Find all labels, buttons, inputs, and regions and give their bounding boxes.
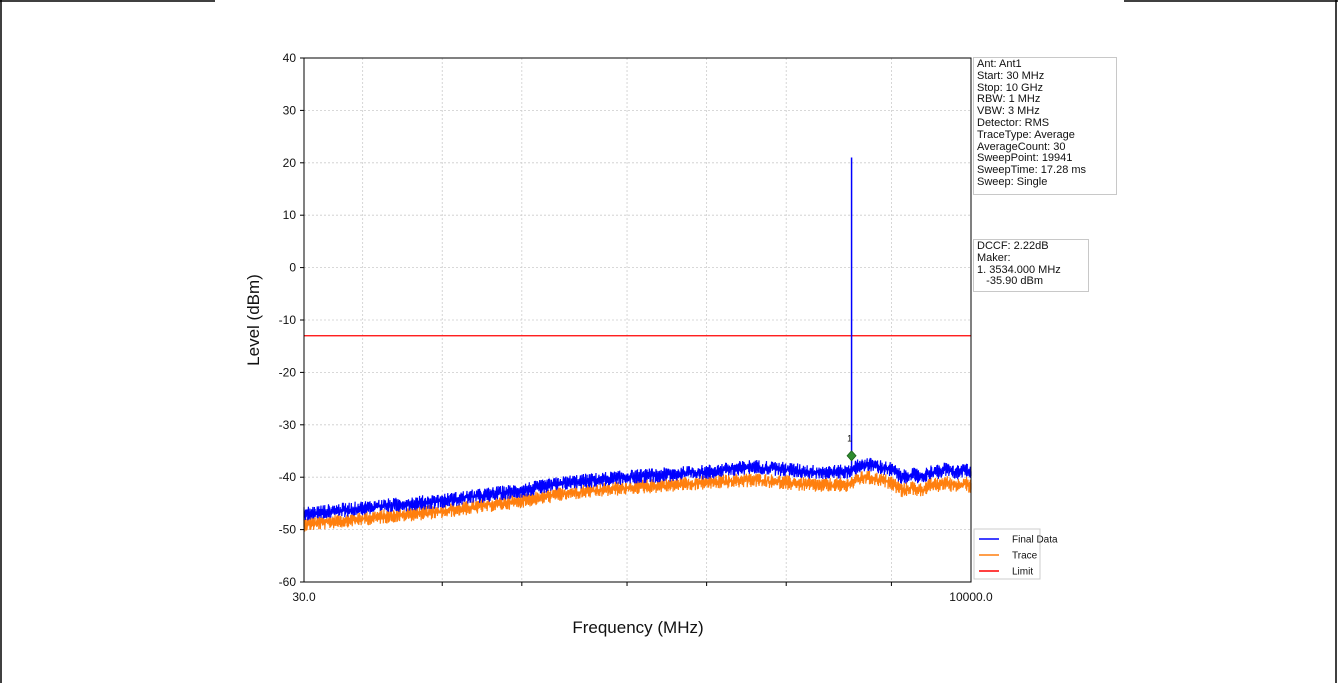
- settings-line: SweepPoint: 19941: [977, 152, 1073, 165]
- settings-line: TraceType: Average: [977, 128, 1075, 141]
- settings-line: VBW: 3 MHz: [977, 105, 1040, 118]
- y-tick-label: 40: [283, 51, 297, 65]
- marker-readout-box: DCCF: 2.22dB Maker: 1. 3534.000 MHz -35.90…: [973, 239, 1089, 292]
- final-data-series-line: [303, 457, 972, 521]
- y-tick-label: -60: [279, 575, 297, 589]
- settings-line: Sweep: Single: [977, 175, 1048, 188]
- marker-readout-line: 1. 3534.000 MHz: [977, 263, 1061, 276]
- x-tick-label: 30.0: [292, 590, 316, 604]
- final-data-series-group: [303, 157, 972, 521]
- measurement-settings-box: Ant: Ant1 Start: 30 MHz Stop: 10 GHz RBW: 1…: [973, 57, 1117, 195]
- legend: Final Data Trace Limit: [973, 528, 1058, 580]
- x-axis-label: Frequency (MHz): [572, 618, 703, 637]
- settings-line: SweepTime: 17.28 ms: [977, 164, 1087, 177]
- settings-line: Stop: 10 GHz: [977, 81, 1044, 94]
- marker-readout-line: DCCF: 2.22dB: [977, 240, 1049, 252]
- y-tick-label: -10: [279, 313, 297, 327]
- settings-line: AverageCount: 30: [977, 140, 1066, 153]
- marker-readout-line: -35.90 dBm: [977, 275, 1044, 288]
- x-tick-label: 10000.0: [949, 590, 993, 604]
- settings-line: Ant: Ant1: [977, 58, 1022, 70]
- y-tick-label: 0: [289, 261, 296, 275]
- legend-label: Trace: [1012, 551, 1038, 562]
- settings-line: Detector: RMS: [977, 116, 1050, 129]
- marker-group: 1: [846, 434, 857, 462]
- y-axis-label: Level (dBm): [244, 274, 263, 366]
- y-tick-label: -40: [279, 470, 297, 484]
- x-axis-ticks: 30.0 10000.0: [292, 582, 993, 604]
- y-tick-label: 30: [283, 103, 297, 117]
- marker-readout-line: Maker:: [977, 251, 1011, 264]
- y-tick-label: -20: [279, 365, 297, 379]
- y-tick-label: -30: [279, 418, 297, 432]
- trace-series-line: [303, 470, 972, 532]
- settings-line: RBW: 1 MHz: [977, 93, 1041, 106]
- y-tick-label: 10: [283, 208, 297, 222]
- trace-series-group: [303, 470, 972, 532]
- legend-label: Limit: [1012, 567, 1033, 578]
- y-tick-label: -50: [279, 523, 297, 537]
- legend-label: Final Data: [1012, 535, 1058, 546]
- marker-diamond: [846, 450, 857, 462]
- y-axis-ticks: -60 -50 -40 -30 -20 -10 0 10 20 30 40: [279, 51, 304, 589]
- marker-label: 1: [847, 434, 852, 444]
- settings-line: Start: 30 MHz: [977, 69, 1045, 82]
- y-tick-label: 20: [283, 156, 297, 170]
